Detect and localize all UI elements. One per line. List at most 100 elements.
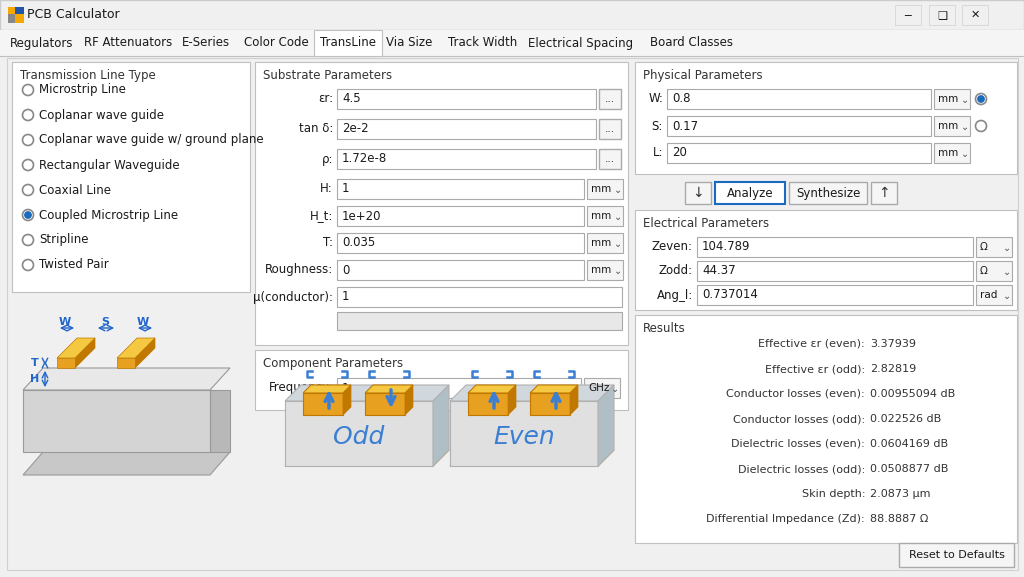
- Polygon shape: [365, 385, 413, 393]
- Bar: [337, 206, 584, 226]
- Text: 0.022526 dB: 0.022526 dB: [870, 414, 941, 424]
- Text: Effective εr (odd):: Effective εr (odd):: [765, 364, 865, 374]
- Bar: [0, 0, 1024, 30]
- Text: 44.37: 44.37: [702, 264, 735, 278]
- Bar: [8, 14, 15, 23]
- Text: Synthesize: Synthesize: [796, 186, 860, 200]
- Text: S: S: [101, 317, 109, 327]
- Polygon shape: [135, 338, 155, 368]
- Text: GHz: GHz: [588, 383, 609, 393]
- Text: Regulators: Regulators: [10, 36, 74, 50]
- Text: 2.0873 μm: 2.0873 μm: [870, 489, 931, 499]
- Bar: [587, 260, 623, 280]
- Text: 1.72e-8: 1.72e-8: [342, 152, 387, 166]
- Polygon shape: [530, 385, 578, 393]
- Bar: [895, 5, 921, 25]
- Text: mm: mm: [591, 211, 611, 221]
- Text: Color Code: Color Code: [244, 36, 309, 50]
- Text: mm: mm: [938, 121, 958, 131]
- Text: ⌄: ⌄: [1002, 291, 1011, 301]
- Bar: [871, 182, 897, 204]
- Bar: [635, 210, 1017, 310]
- Text: mm: mm: [938, 94, 958, 104]
- Text: rad: rad: [980, 290, 997, 300]
- Bar: [337, 312, 622, 330]
- Polygon shape: [433, 385, 449, 466]
- Bar: [599, 119, 621, 139]
- Text: 88.8887 Ω: 88.8887 Ω: [870, 514, 929, 524]
- Text: ✕: ✕: [971, 10, 980, 20]
- Circle shape: [976, 121, 986, 132]
- Bar: [715, 182, 785, 204]
- Text: Component Parameters: Component Parameters: [263, 357, 403, 370]
- Polygon shape: [365, 393, 406, 415]
- Text: Substrate Parameters: Substrate Parameters: [263, 69, 392, 82]
- Polygon shape: [598, 385, 614, 466]
- Bar: [934, 116, 970, 136]
- Bar: [934, 89, 970, 109]
- Text: 0.8: 0.8: [672, 92, 690, 106]
- Text: W: W: [137, 317, 150, 327]
- Polygon shape: [210, 390, 230, 452]
- Polygon shape: [508, 385, 516, 415]
- Text: Zeven:: Zeven:: [652, 241, 693, 253]
- Circle shape: [23, 209, 34, 220]
- Text: Rectangular Waveguide: Rectangular Waveguide: [39, 159, 179, 171]
- Bar: [587, 233, 623, 253]
- Text: TransLine: TransLine: [319, 36, 376, 50]
- Bar: [337, 233, 584, 253]
- Text: Analyze: Analyze: [727, 186, 773, 200]
- Polygon shape: [285, 385, 449, 401]
- Bar: [790, 182, 867, 204]
- Circle shape: [23, 159, 34, 170]
- Text: Coplanar wave guide: Coplanar wave guide: [39, 108, 164, 122]
- Polygon shape: [450, 401, 598, 466]
- Bar: [587, 206, 623, 226]
- Text: 0.0508877 dB: 0.0508877 dB: [870, 464, 948, 474]
- Text: ⌄: ⌄: [961, 122, 969, 132]
- Bar: [7, 58, 1018, 570]
- Bar: [12, 62, 250, 292]
- Text: RF Attenuators: RF Attenuators: [84, 36, 172, 50]
- Circle shape: [23, 260, 34, 271]
- Text: Zodd:: Zodd:: [658, 264, 693, 278]
- Text: 1: 1: [342, 290, 349, 304]
- Bar: [635, 315, 1017, 543]
- Text: 104.789: 104.789: [702, 241, 751, 253]
- Text: mm: mm: [938, 148, 958, 158]
- Text: tan δ:: tan δ:: [299, 122, 333, 136]
- Text: ...: ...: [605, 154, 615, 164]
- Text: ⌄: ⌄: [1002, 243, 1011, 253]
- Text: 0.737014: 0.737014: [702, 288, 758, 302]
- Text: 1e+20: 1e+20: [342, 209, 382, 223]
- Text: 0.0604169 dB: 0.0604169 dB: [870, 439, 948, 449]
- Text: Stripline: Stripline: [39, 234, 88, 246]
- Bar: [697, 261, 973, 281]
- Text: Dielectric losses (odd):: Dielectric losses (odd):: [737, 464, 865, 474]
- Text: W: W: [58, 317, 71, 327]
- Polygon shape: [57, 358, 75, 368]
- Text: 0.035: 0.035: [342, 237, 375, 249]
- Text: ↓: ↓: [692, 186, 703, 200]
- Text: Even: Even: [494, 425, 555, 449]
- Text: Ω: Ω: [980, 242, 988, 252]
- Bar: [697, 237, 973, 257]
- Circle shape: [23, 134, 34, 145]
- Circle shape: [23, 185, 34, 196]
- Text: mm: mm: [591, 265, 611, 275]
- Text: 1: 1: [342, 381, 349, 395]
- Text: ⌄: ⌄: [1002, 267, 1011, 277]
- Text: Transmission Line Type: Transmission Line Type: [20, 69, 156, 82]
- Text: H_t:: H_t:: [309, 209, 333, 223]
- Text: Board Classes: Board Classes: [650, 36, 733, 50]
- Text: Conductor losses (odd):: Conductor losses (odd):: [733, 414, 865, 424]
- Bar: [976, 285, 1012, 305]
- Bar: [15, 14, 24, 23]
- Polygon shape: [570, 385, 578, 415]
- Text: ...: ...: [605, 94, 615, 104]
- Text: ⌄: ⌄: [611, 384, 620, 394]
- Text: Physical Parameters: Physical Parameters: [643, 69, 763, 82]
- Bar: [667, 143, 931, 163]
- Text: W:: W:: [648, 92, 663, 106]
- Text: Coupled Microstrip Line: Coupled Microstrip Line: [39, 208, 178, 222]
